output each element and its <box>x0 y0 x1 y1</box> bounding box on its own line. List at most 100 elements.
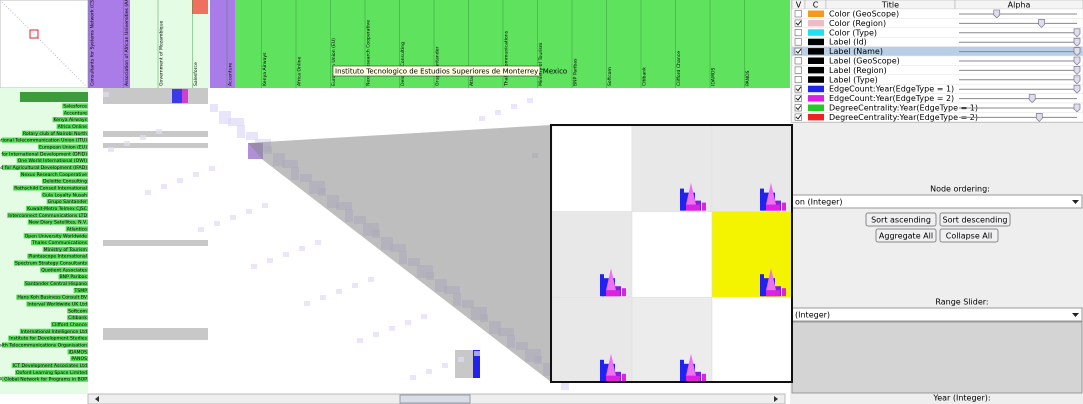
column-label[interactable]: Deloitte Consulting <box>400 42 406 86</box>
row-label[interactable]: Ministry of Tourism <box>44 247 88 253</box>
button[interactable] <box>939 228 999 243</box>
column-label[interactable]: Softcom <box>607 67 613 86</box>
row-label[interactable]: Softcom <box>68 308 87 314</box>
alpha-thumb[interactable] <box>1073 28 1081 38</box>
alpha-thumb[interactable] <box>1073 66 1081 75</box>
column-label[interactable]: European Union (EU) <box>331 38 337 86</box>
row-label[interactable]: International Intelligence Ltd <box>21 329 87 335</box>
column-label[interactable]: Kenya Airways <box>262 52 268 86</box>
column-label[interactable]: Ministry of Tourism <box>538 42 544 86</box>
row-label[interactable]: Kuwait-Metro Telmex CJSC <box>27 206 87 212</box>
button[interactable] <box>865 212 937 227</box>
scrollbar-thumb[interactable] <box>399 394 471 404</box>
column-label[interactable]: Salesforce <box>193 62 199 86</box>
row-label[interactable]: Spectrum Strategy Consultants <box>15 261 88 267</box>
alpha-thumb[interactable] <box>993 9 1001 19</box>
column-label[interactable]: Citibank <box>642 67 648 86</box>
alpha-thumb[interactable] <box>1073 37 1081 47</box>
row-label[interactable]: Open University Worldwide <box>25 233 87 239</box>
range-dropdown[interactable] <box>791 307 1083 322</box>
row-label[interactable]: International Telecommunication Union (I… <box>0 138 87 144</box>
row-label[interactable]: Gula Loyalty Nusah <box>42 192 87 198</box>
row-label[interactable]: Nexus Research Cooperative <box>21 172 87 178</box>
visibility-checkbox[interactable] <box>794 85 802 93</box>
color-swatch[interactable] <box>808 113 824 121</box>
row-label[interactable]: Oxford Learning Space Limited <box>16 370 87 376</box>
row-label[interactable]: Rotary club of Nairobi North <box>23 131 87 137</box>
table-row[interactable] <box>791 112 1083 123</box>
row-label[interactable]: Interval Worldwide UK Ltd <box>27 302 87 308</box>
row-label[interactable]: Grupo Santander <box>48 199 87 205</box>
row-label[interactable]: IDAMOS <box>69 349 88 355</box>
visibility-checkbox[interactable] <box>794 57 802 65</box>
alpha-thumb[interactable] <box>1073 56 1081 66</box>
color-swatch[interactable] <box>808 95 824 102</box>
button[interactable] <box>939 212 1011 227</box>
visibility-checkbox[interactable] <box>794 47 802 55</box>
color-swatch[interactable] <box>808 66 824 74</box>
row-label[interactable]: BNP Paribas <box>60 274 88 280</box>
button[interactable] <box>875 228 937 243</box>
column-label[interactable]: Accenture <box>228 63 234 86</box>
column-label[interactable]: IDAMOS <box>711 67 717 86</box>
row-label[interactable]: One World International (OWI) <box>18 158 88 164</box>
visibility-checkbox[interactable] <box>794 104 802 112</box>
row-label[interactable]: International Fund for Agricultural Deve… <box>0 165 87 171</box>
color-swatch[interactable] <box>808 76 824 83</box>
row-label[interactable]: New Diary Satellites, N.V. <box>29 220 87 226</box>
color-swatch[interactable] <box>808 29 824 36</box>
column-label[interactable]: Nexus Research Cooperative <box>366 20 372 86</box>
row-label[interactable]: Interconnect Communications LTD <box>8 213 87 219</box>
column-label[interactable]: Clifford Chance <box>676 51 682 86</box>
row-label[interactable]: Africa Online <box>58 124 88 130</box>
row-label[interactable]: Institute for Development Studies <box>9 336 87 342</box>
row-label[interactable]: BASIX Global Network for Programs in BOP <box>0 377 87 383</box>
visibility-checkbox[interactable] <box>794 19 802 27</box>
range-slider[interactable] <box>791 321 1083 394</box>
alpha-thumb[interactable] <box>1073 47 1081 57</box>
color-swatch[interactable] <box>808 48 824 55</box>
column-label[interactable]: Africa Online <box>297 56 303 86</box>
row-label[interactable]: TSMP <box>74 288 88 294</box>
color-swatch[interactable] <box>808 57 824 65</box>
row-label[interactable]: Thales Communications <box>31 240 88 246</box>
visibility-checkbox[interactable] <box>794 113 802 121</box>
column-label[interactable]: Association of African Universities (AAU… <box>124 0 130 86</box>
row-label[interactable]: Deloitte Consulting <box>43 179 87 185</box>
row-label[interactable]: Rothschild Conseil International <box>14 185 87 191</box>
row-label[interactable]: Plantascope International <box>28 254 87 260</box>
alpha-thumb[interactable] <box>1035 113 1043 122</box>
visibility-checkbox[interactable] <box>794 94 802 102</box>
color-swatch[interactable] <box>808 85 824 93</box>
alpha-thumb[interactable] <box>1073 103 1081 113</box>
visibility-checkbox[interactable] <box>794 66 802 74</box>
row-label[interactable]: Clifford Chance <box>52 322 87 328</box>
column-label[interactable]: PANOS <box>745 70 751 86</box>
color-swatch[interactable] <box>808 38 824 46</box>
color-swatch[interactable] <box>808 104 824 112</box>
row-label[interactable]: ICT Development Associates Ltd <box>13 363 87 369</box>
alpha-thumb[interactable] <box>1028 94 1036 104</box>
row-label[interactable]: Hans Koh Business Consult BV <box>17 295 87 301</box>
visibility-checkbox[interactable] <box>794 38 802 46</box>
column-label[interactable]: BNP Paribas <box>573 58 579 86</box>
overview-viewport[interactable] <box>29 29 39 39</box>
column-label[interactable]: Government of Mozambique <box>159 21 165 86</box>
row-label[interactable]: European Union (EU) <box>39 144 87 150</box>
alpha-thumb[interactable] <box>1073 84 1081 94</box>
row-label[interactable]: Citibank <box>68 315 87 321</box>
row-label[interactable]: Department for International Development… <box>0 151 87 157</box>
row-label[interactable]: Commonwealth Telecommunications Organisa… <box>0 343 87 349</box>
visibility-checkbox[interactable] <box>794 76 802 84</box>
color-swatch[interactable] <box>808 10 824 18</box>
alpha-thumb[interactable] <box>1038 19 1045 28</box>
color-swatch[interactable] <box>808 19 824 27</box>
visibility-checkbox[interactable] <box>794 28 802 37</box>
row-label[interactable]: Kenya Airways <box>53 117 87 123</box>
visibility-checkbox[interactable] <box>794 10 802 18</box>
row-label[interactable]: Atlantico <box>67 226 87 232</box>
row-label[interactable]: Santander Central Hispano <box>25 281 87 287</box>
row-label[interactable]: Quotient Associates <box>41 267 87 273</box>
column-label[interactable]: Consultants for Systems Network (CSN) <box>90 0 96 86</box>
column-label[interactable]: Thales Communications <box>504 30 510 87</box>
